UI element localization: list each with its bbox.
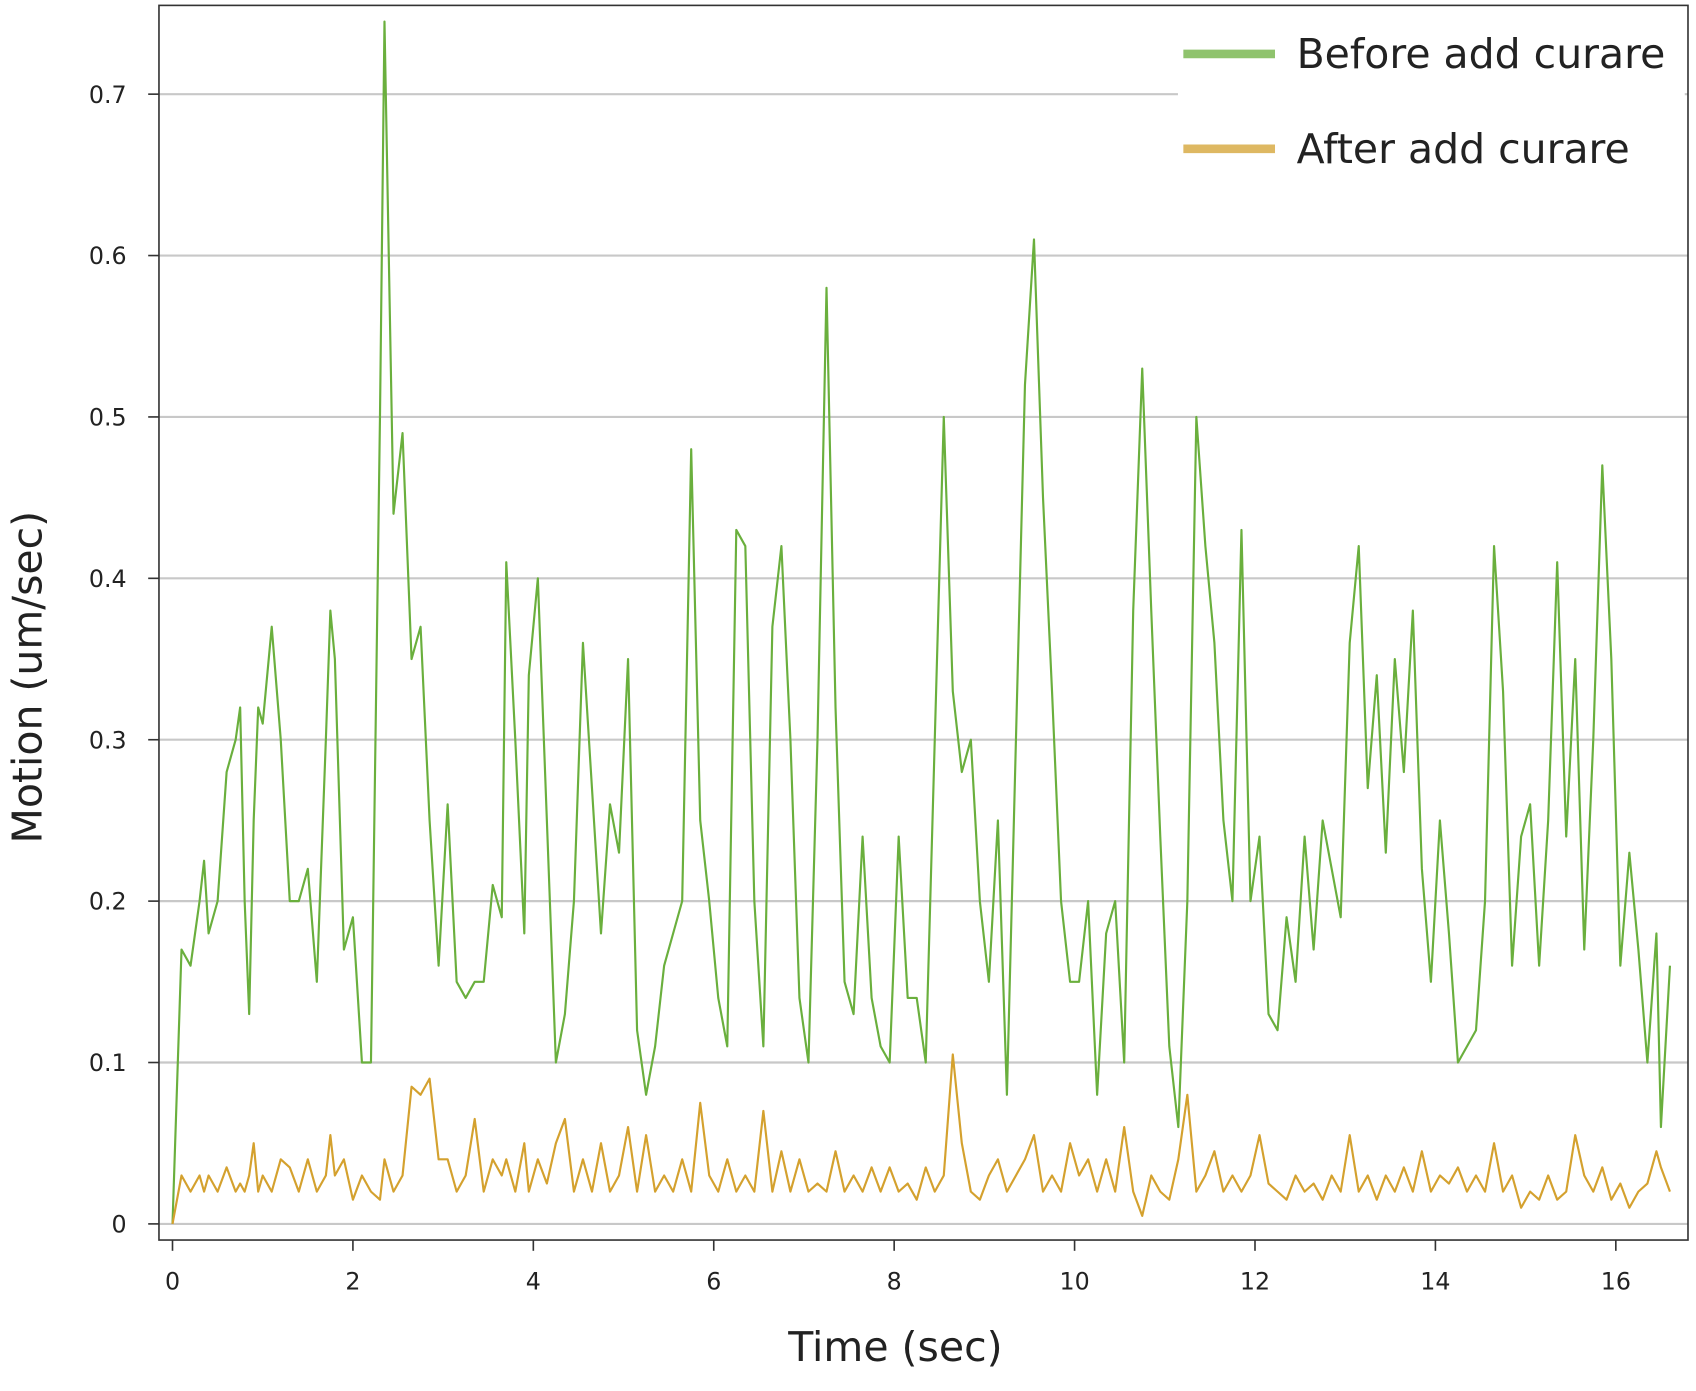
y-tick-label: 0 bbox=[112, 1211, 127, 1239]
axes: 0 0.1 0.2 0.3 0.4 0.5 0.6 0.7 0 2 4 6 8 10 12 14 16 bbox=[89, 81, 1631, 1296]
x-tick-label: 0 bbox=[165, 1268, 180, 1296]
legend-label: After add curare bbox=[1297, 125, 1630, 173]
y-tick-label: 0.3 bbox=[89, 726, 127, 754]
x-tick-label: 14 bbox=[1420, 1268, 1450, 1296]
y-tick-label: 0.4 bbox=[89, 565, 127, 593]
series-line bbox=[171, 1053, 1671, 1225]
x-tick-label: 8 bbox=[887, 1268, 902, 1296]
x-axis-label: Time (sec) bbox=[787, 1323, 1002, 1371]
x-tick-label: 10 bbox=[1059, 1268, 1089, 1296]
legend-label: Before add curare bbox=[1297, 30, 1666, 78]
grid bbox=[158, 93, 1688, 1225]
y-tick-label: 0.7 bbox=[89, 81, 127, 109]
x-tick-label: 4 bbox=[526, 1268, 541, 1296]
legend-box bbox=[1177, 12, 1685, 186]
y-tick-label: 0.5 bbox=[89, 404, 127, 432]
x-tick-label: 2 bbox=[345, 1268, 360, 1296]
legend: Before add curare After add curare bbox=[1177, 12, 1685, 186]
y-tick-label: 0.6 bbox=[89, 242, 127, 270]
x-tick-label: 16 bbox=[1601, 1268, 1631, 1296]
series-line bbox=[171, 20, 1672, 1224]
plot-frame bbox=[158, 4, 1689, 1241]
y-axis-label: Motion (um/sec) bbox=[3, 511, 51, 844]
y-tick-label: 0.2 bbox=[89, 888, 127, 916]
y-tick-label: 0.1 bbox=[89, 1049, 127, 1077]
x-tick-label: 6 bbox=[706, 1268, 721, 1296]
x-tick-label: 12 bbox=[1240, 1268, 1270, 1296]
plot-lines bbox=[171, 20, 1672, 1225]
